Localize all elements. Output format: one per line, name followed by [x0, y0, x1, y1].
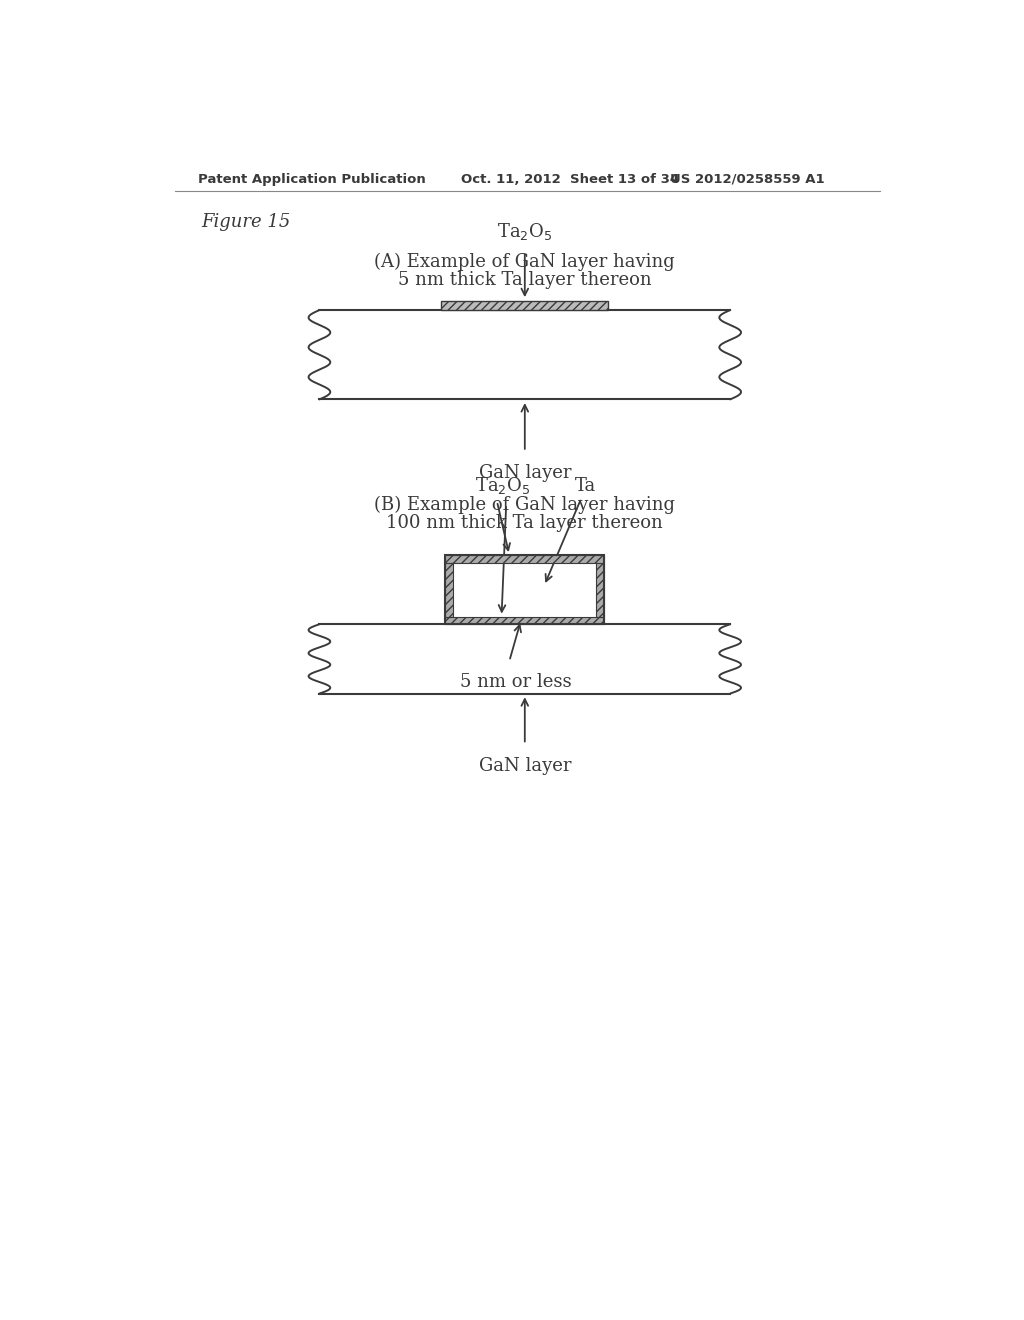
Text: (A) Example of GaN layer having: (A) Example of GaN layer having [375, 253, 675, 272]
Bar [445, 554, 604, 562]
Text: Oct. 11, 2012  Sheet 13 of 34: Oct. 11, 2012 Sheet 13 of 34 [461, 173, 679, 186]
Text: US 2012/0258559 A1: US 2012/0258559 A1 [671, 173, 825, 186]
Text: 5 nm thick Ta layer thereon: 5 nm thick Ta layer thereon [398, 271, 651, 289]
Bar [441, 301, 608, 310]
Text: Ta$_2$O$_5$: Ta$_2$O$_5$ [475, 475, 530, 496]
Bar [445, 562, 453, 616]
Text: Ta$_2$O$_5$: Ta$_2$O$_5$ [497, 222, 553, 243]
Text: GaN layer: GaN layer [478, 756, 571, 775]
Text: Patent Application Publication: Patent Application Publication [198, 173, 426, 186]
Text: (B) Example of GaN layer having: (B) Example of GaN layer having [375, 496, 675, 513]
Bar [445, 554, 604, 624]
Text: 5 nm or less: 5 nm or less [460, 673, 571, 690]
Text: 100 nm thick Ta layer thereon: 100 nm thick Ta layer thereon [386, 513, 664, 532]
Text: Ta: Ta [574, 477, 596, 495]
Bar [597, 562, 604, 616]
Text: Figure 15: Figure 15 [202, 213, 291, 231]
Text: GaN layer: GaN layer [478, 465, 571, 482]
Bar [445, 616, 604, 624]
